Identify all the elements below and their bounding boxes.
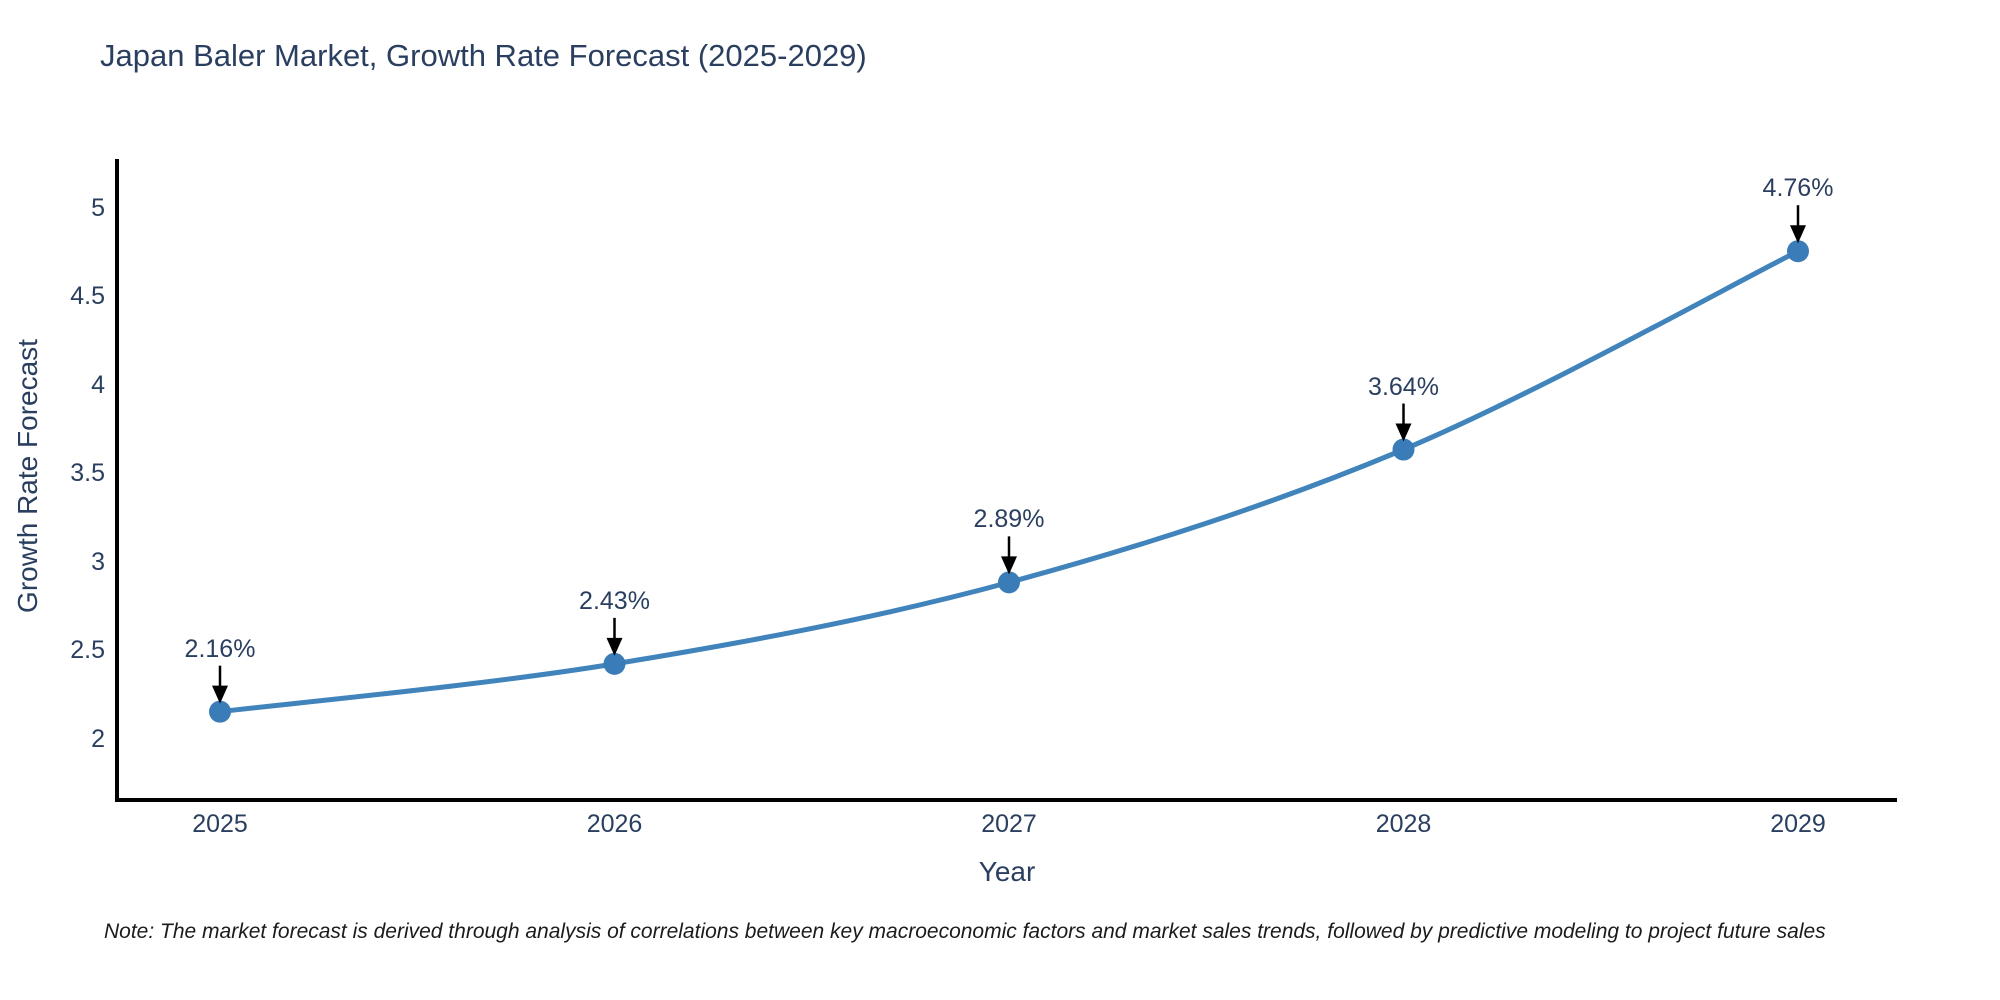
y-tick-label: 4 [91, 370, 105, 399]
data-point-marker [603, 652, 626, 675]
y-tick-label: 5 [91, 193, 105, 222]
point-label: 4.76% [1762, 174, 1834, 203]
y-tick-label: 3 [91, 547, 105, 576]
data-point-marker [998, 571, 1020, 594]
x-tick-label: 2025 [192, 810, 248, 838]
y-tick-label: 3.5 [70, 459, 105, 488]
annotation-arrowhead [1395, 423, 1412, 442]
x-tick-label: 2027 [981, 810, 1037, 838]
y-tick-label: 2 [91, 725, 105, 753]
point-label: 2.43% [579, 586, 650, 615]
data-point-marker [209, 700, 231, 723]
point-label: 2.89% [973, 505, 1045, 534]
y-tick-label: 2.5 [70, 636, 105, 665]
y-tick-label: 4.5 [70, 282, 105, 311]
note-text: Note: The market forecast is derived thr… [104, 920, 1826, 943]
x-tick-label: 2026 [586, 810, 643, 838]
x-axis-title: Year [978, 856, 1036, 887]
x-tick-label: 2028 [1375, 810, 1432, 838]
point-label: 2.16% [184, 634, 256, 663]
annotation-arrowhead [212, 685, 228, 704]
annotation-arrowhead [1001, 556, 1017, 575]
annotation-arrowhead [606, 637, 623, 656]
chart-title: Japan Baler Market, Growth Rate Forecast… [100, 38, 867, 73]
point-label: 3.64% [1368, 372, 1439, 401]
annotation-arrowhead [1790, 225, 1806, 244]
series-line [217, 248, 1801, 715]
data-point-marker [1392, 438, 1415, 461]
x-tick-label: 2029 [1770, 810, 1826, 838]
data-point-marker [1787, 240, 1809, 263]
